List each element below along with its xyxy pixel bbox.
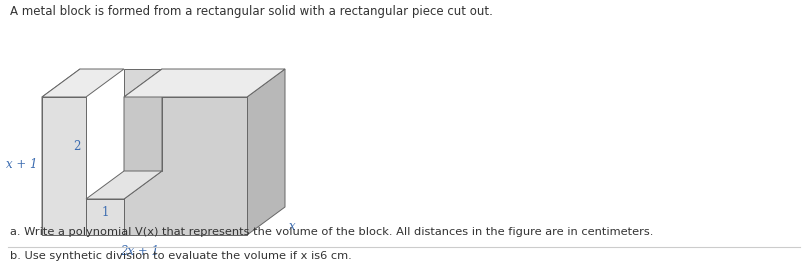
Text: A metal block is formed from a rectangular solid with a rectangular piece cut ou: A metal block is formed from a rectangul…	[10, 5, 493, 18]
Polygon shape	[124, 97, 247, 235]
Text: x + 1: x + 1	[6, 158, 37, 171]
Polygon shape	[42, 69, 124, 97]
Polygon shape	[247, 69, 285, 235]
Polygon shape	[42, 69, 80, 235]
Polygon shape	[86, 171, 162, 199]
Polygon shape	[124, 69, 285, 97]
Text: a. Write a polynomial V(x) that represents the volume of the block. All distance: a. Write a polynomial V(x) that represen…	[10, 227, 654, 237]
Text: 2: 2	[73, 140, 81, 153]
Text: 2x + 1: 2x + 1	[120, 245, 159, 258]
Polygon shape	[42, 97, 86, 235]
Polygon shape	[124, 69, 162, 171]
Polygon shape	[86, 199, 124, 235]
Text: x: x	[289, 220, 295, 233]
Text: 1: 1	[101, 206, 109, 219]
Polygon shape	[124, 69, 162, 199]
Text: b. Use synthetic division to evaluate the volume if x is6 cm.: b. Use synthetic division to evaluate th…	[10, 251, 352, 261]
